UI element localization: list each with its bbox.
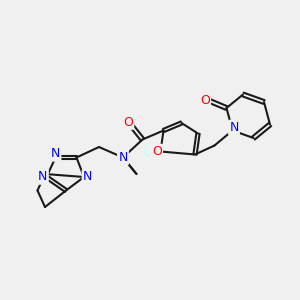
- Text: N: N: [229, 121, 239, 134]
- Text: O: O: [200, 94, 210, 107]
- Text: N: N: [83, 170, 92, 184]
- Text: O: O: [123, 116, 133, 129]
- Text: N: N: [118, 151, 128, 164]
- Text: N: N: [38, 170, 48, 184]
- Text: O: O: [152, 145, 162, 158]
- Text: N: N: [51, 147, 60, 161]
